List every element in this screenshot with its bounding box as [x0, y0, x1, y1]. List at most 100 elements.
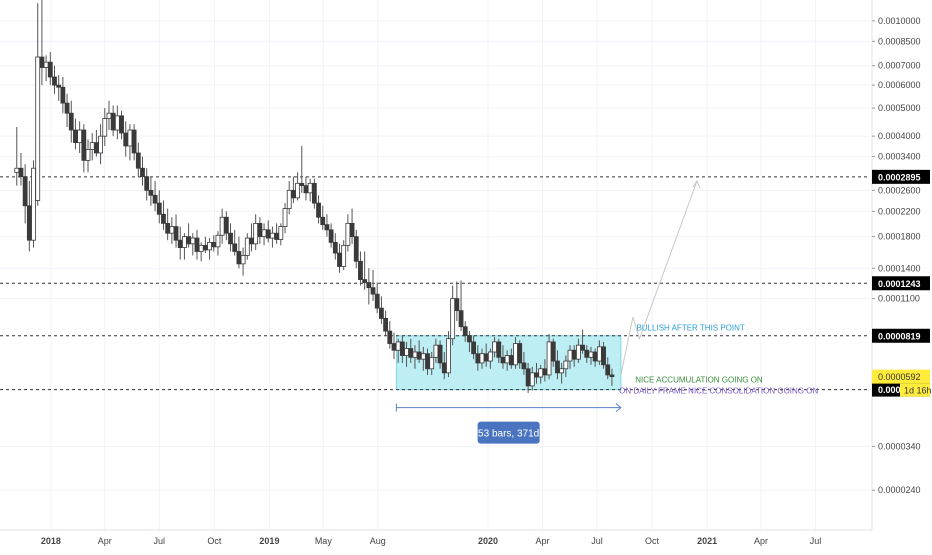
candle-body[interactable] [47, 61, 53, 78]
candle-body[interactable] [467, 335, 472, 343]
candle-body[interactable] [341, 244, 347, 267]
candle-body[interactable] [114, 115, 120, 131]
candle-body[interactable] [60, 86, 66, 104]
candle-body[interactable] [395, 341, 401, 351]
candle-body[interactable] [559, 368, 565, 374]
candle-body[interactable] [265, 229, 271, 239]
candle-body[interactable] [56, 84, 62, 88]
candle-body[interactable] [496, 341, 502, 358]
candle-body[interactable] [73, 129, 78, 144]
candle-body[interactable] [148, 189, 154, 196]
candle-body[interactable] [584, 349, 590, 358]
candle-body[interactable] [596, 346, 602, 362]
candle-body[interactable] [337, 252, 342, 267]
candle-body[interactable] [316, 202, 321, 218]
candle-body[interactable] [546, 341, 552, 376]
candle-body[interactable] [366, 282, 372, 289]
candle-body[interactable] [513, 343, 518, 366]
candle-body[interactable] [68, 112, 74, 131]
candle-body[interactable] [274, 232, 280, 240]
candle-body[interactable] [609, 374, 615, 378]
candle-body[interactable] [177, 239, 183, 249]
candle-body[interactable] [404, 348, 409, 356]
candle-body[interactable] [462, 326, 468, 337]
candle-body[interactable] [202, 244, 208, 251]
candle-body[interactable] [479, 353, 485, 364]
candle-body[interactable] [261, 229, 267, 238]
candle-body[interactable] [198, 244, 204, 252]
projection-path[interactable] [620, 180, 698, 376]
candle-body[interactable] [77, 129, 83, 144]
candle-body[interactable] [249, 237, 254, 245]
candle-body[interactable] [550, 341, 556, 362]
candle-body[interactable] [182, 236, 187, 249]
candle-body[interactable] [232, 243, 238, 252]
candle-body[interactable] [127, 129, 133, 147]
candle-body[interactable] [353, 236, 359, 262]
candle-body[interactable] [223, 216, 229, 234]
candle-body[interactable] [374, 293, 380, 309]
candle-body[interactable] [106, 112, 112, 119]
candle-body[interactable] [458, 310, 464, 328]
candle-body[interactable] [508, 355, 514, 366]
candle-body[interactable] [311, 182, 317, 204]
candle-body[interactable] [236, 251, 242, 265]
candle-body[interactable] [487, 351, 493, 362]
candle-body[interactable] [500, 356, 506, 364]
candle-body[interactable] [391, 343, 397, 351]
candle-body[interactable] [190, 237, 196, 245]
candle-body[interactable] [173, 226, 179, 241]
candle-body[interactable] [483, 353, 489, 362]
candle-body[interactable] [362, 279, 368, 283]
candle-body[interactable] [592, 351, 598, 362]
candle-body[interactable] [219, 216, 225, 236]
candle-body[interactable] [538, 368, 544, 378]
candle-body[interactable] [446, 338, 451, 374]
candle-body[interactable] [39, 56, 45, 68]
candle-body[interactable] [475, 353, 481, 364]
candle-body[interactable] [521, 362, 527, 370]
candle-body[interactable] [102, 118, 108, 137]
candle-body[interactable] [454, 298, 460, 312]
candle-body[interactable] [525, 368, 531, 387]
candle-body[interactable] [282, 208, 288, 227]
candle-body[interactable] [387, 330, 393, 344]
candle-body[interactable] [429, 356, 435, 370]
candle-body[interactable] [286, 189, 292, 209]
candle-body[interactable] [328, 229, 334, 243]
candle-body[interactable] [290, 189, 296, 199]
candle-body[interactable] [379, 307, 384, 319]
candle-body[interactable] [517, 343, 523, 364]
candle-body[interactable] [119, 115, 124, 134]
candle-body[interactable] [349, 222, 355, 238]
candle-body[interactable] [295, 182, 300, 199]
candle-body[interactable] [433, 344, 439, 358]
candle-body[interactable] [161, 213, 166, 224]
candle-body[interactable] [169, 226, 175, 234]
candle-body[interactable] [14, 167, 20, 173]
candle-body[interactable] [383, 318, 389, 332]
candle-body[interactable] [194, 237, 200, 252]
candle-body[interactable] [471, 341, 477, 355]
candle-body[interactable] [18, 167, 24, 178]
candle-body[interactable] [307, 182, 313, 194]
candle-body[interactable] [211, 241, 217, 248]
candle-body[interactable] [228, 232, 233, 245]
candle-body[interactable] [504, 355, 510, 364]
candle-body[interactable] [332, 241, 338, 254]
candle-body[interactable] [31, 167, 36, 241]
candle-body[interactable] [425, 353, 430, 370]
candle-body[interactable] [492, 341, 497, 353]
candle-body[interactable] [542, 368, 548, 376]
candle-body[interactable] [534, 372, 539, 378]
candle-body[interactable] [601, 346, 606, 366]
candle-body[interactable] [320, 216, 326, 226]
candle-body[interactable] [278, 226, 284, 240]
candle-body[interactable] [123, 132, 129, 147]
candle-body[interactable] [567, 349, 573, 362]
candle-body[interactable] [253, 222, 259, 245]
candle-body[interactable] [94, 142, 99, 154]
candle-body[interactable] [408, 348, 414, 358]
